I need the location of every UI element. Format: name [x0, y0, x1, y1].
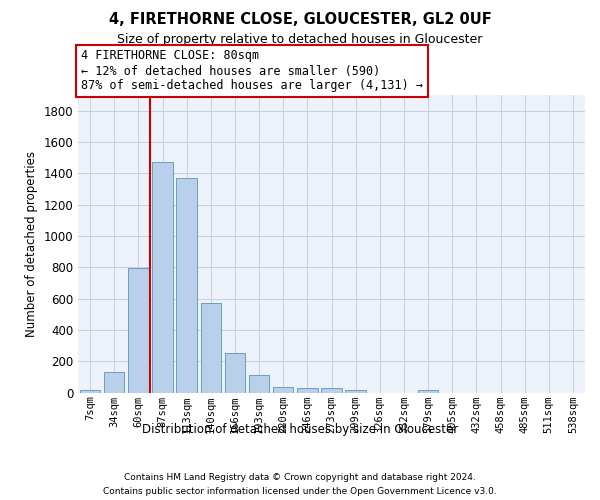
Text: Contains public sector information licensed under the Open Government Licence v3: Contains public sector information licen…: [103, 488, 497, 496]
Bar: [321, 388, 342, 392]
Y-axis label: Number of detached properties: Number of detached properties: [25, 151, 38, 337]
Text: Size of property relative to detached houses in Gloucester: Size of property relative to detached ho…: [118, 32, 482, 46]
Text: Distribution of detached houses by size in Gloucester: Distribution of detached houses by size …: [142, 422, 458, 436]
Bar: [224, 354, 245, 393]
Bar: [346, 390, 366, 392]
Bar: [104, 372, 124, 392]
Text: 4 FIRETHORNE CLOSE: 80sqm
← 12% of detached houses are smaller (590)
87% of semi: 4 FIRETHORNE CLOSE: 80sqm ← 12% of detac…: [81, 50, 423, 92]
Bar: [249, 376, 269, 392]
Bar: [418, 390, 439, 392]
Bar: [152, 162, 173, 392]
Bar: [273, 387, 293, 392]
Bar: [176, 178, 197, 392]
Bar: [297, 388, 317, 392]
Bar: [200, 303, 221, 392]
Text: Contains HM Land Registry data © Crown copyright and database right 2024.: Contains HM Land Registry data © Crown c…: [124, 472, 476, 482]
Bar: [128, 268, 149, 392]
Bar: [80, 390, 100, 392]
Text: 4, FIRETHORNE CLOSE, GLOUCESTER, GL2 0UF: 4, FIRETHORNE CLOSE, GLOUCESTER, GL2 0UF: [109, 12, 491, 28]
